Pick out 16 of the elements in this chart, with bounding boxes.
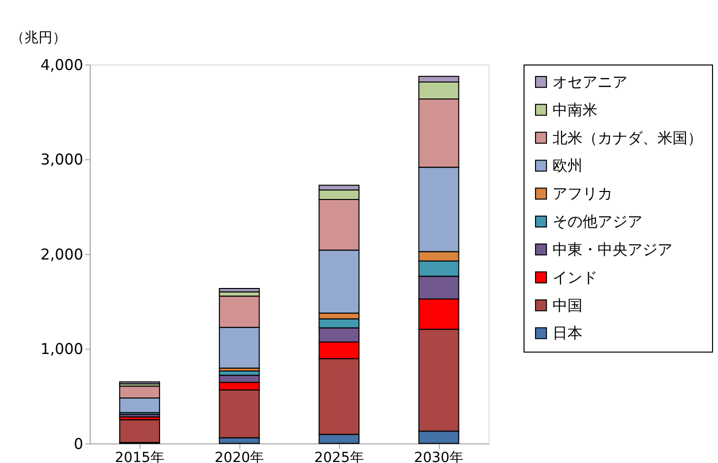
legend-label: 日本 — [552, 324, 582, 342]
legend-label: その他アジア — [552, 212, 642, 231]
y-tick-label: 4,000 — [40, 56, 84, 74]
legend-label: 北米（カナダ、米国） — [552, 128, 702, 147]
y-tick-label: 1,000 — [40, 340, 84, 358]
legend-label: 中東・中央アジア — [552, 240, 672, 258]
legend-label: アフリカ — [552, 184, 612, 203]
y-tick-label: 0 — [74, 434, 84, 453]
legend-label: 中南米 — [552, 100, 598, 119]
legend-label: オセアニア — [552, 72, 628, 91]
y-tick-label: 3,000 — [40, 150, 84, 169]
legend-label: 中国 — [552, 296, 582, 314]
legend-label: インド — [552, 268, 598, 286]
legend-label: 欧州 — [552, 156, 582, 175]
y-axis-title: （兆円） — [10, 30, 66, 46]
y-tick-label: 2,000 — [40, 245, 84, 264]
